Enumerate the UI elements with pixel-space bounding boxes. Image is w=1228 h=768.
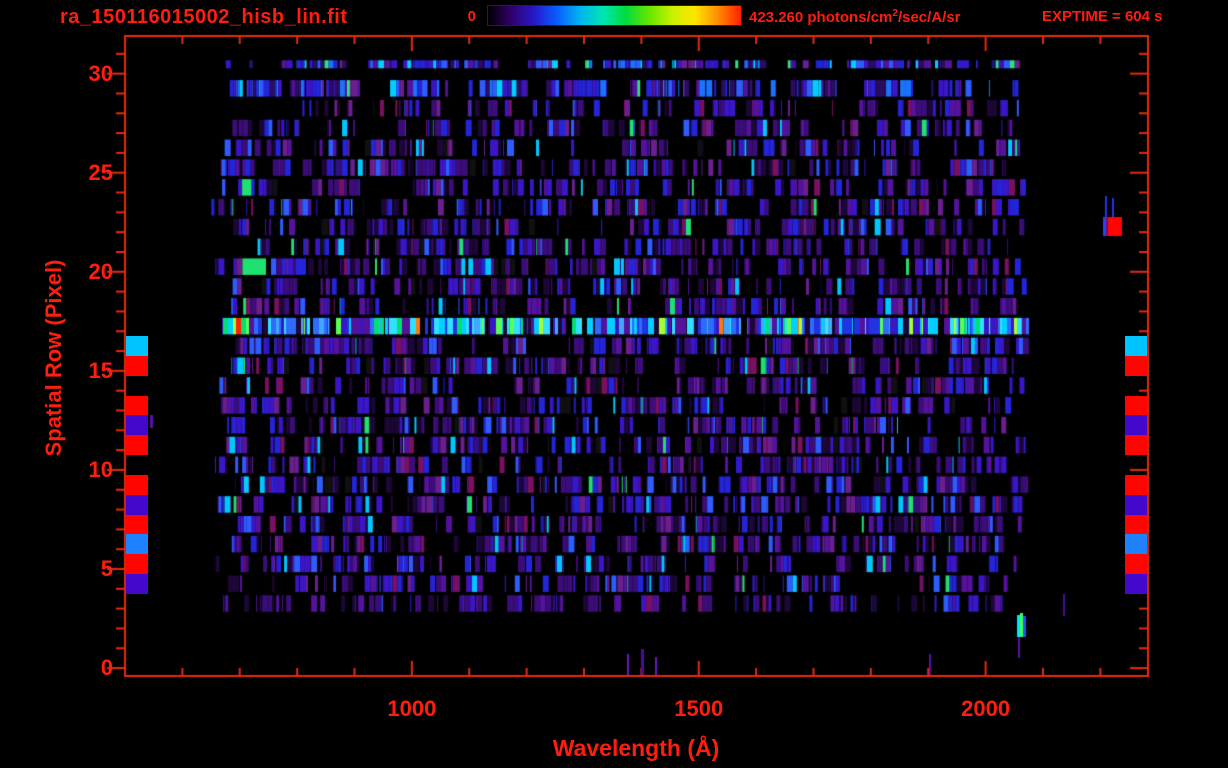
calibration-block-row-7: [1125, 514, 1147, 535]
calibration-block-row-16: [1125, 336, 1147, 356]
colorbar-max-text: 423.260 photons/cm: [749, 9, 893, 26]
calibration-block-row-12: [126, 415, 148, 436]
calibration-block-row-8: [126, 494, 148, 515]
colorbar-min-label: 0: [467, 8, 476, 25]
calibration-block-row-5: [126, 554, 148, 574]
calibration-block-row-9: [126, 474, 148, 495]
y-tick-label: 30: [88, 60, 113, 86]
calibration-block-row-15: [1125, 356, 1147, 376]
x-axis-label: Wavelength (Å): [552, 735, 720, 761]
exptime-label: EXPTIME = 604 s: [1042, 8, 1163, 25]
y-tick-label: 0: [100, 655, 113, 681]
calibration-block-row-15: [126, 356, 148, 376]
colorbar-max-units: /sec/A/sr: [897, 9, 961, 26]
y-tick-label: 10: [88, 456, 113, 482]
calibration-block-row-6: [1125, 534, 1147, 555]
calibration-block-row-4: [1125, 573, 1147, 594]
calibration-block-row-6: [126, 534, 148, 555]
calibration-block-row-16: [126, 336, 148, 356]
x-tick-label: 1500: [674, 696, 724, 721]
calibration-block-row-9: [1125, 474, 1147, 495]
calibration-block-row-11: [126, 435, 148, 456]
calibration-block-row-13: [1125, 395, 1147, 416]
left-calibration-column: [126, 0, 148, 768]
calibration-block-row-11: [1125, 435, 1147, 456]
right-calibration-column: [1125, 0, 1147, 768]
calibration-block-row-8: [1125, 494, 1147, 515]
calibration-block-row-13: [126, 395, 148, 416]
y-tick-label: 20: [88, 258, 113, 284]
calibration-block-row-5: [1125, 554, 1147, 574]
x-tick-label: 2000: [961, 696, 1011, 721]
colorbar-gradient: [487, 5, 742, 26]
x-tick-label: 1000: [387, 696, 437, 721]
y-tick-label: 5: [100, 556, 113, 581]
calibration-block-row-7: [126, 514, 148, 535]
calibration-block-row-4: [126, 573, 148, 594]
file-title: ra_150116015002_hisb_lin.fit: [60, 6, 348, 28]
colorbar-max-sup: 2: [892, 8, 898, 19]
colorbar-max-label: 423.260 photons/cm2/sec/A/sr: [749, 8, 961, 26]
calibration-block-row-12: [1125, 415, 1147, 436]
y-tick-label: 25: [88, 159, 113, 185]
y-tick-label: 15: [88, 357, 113, 383]
